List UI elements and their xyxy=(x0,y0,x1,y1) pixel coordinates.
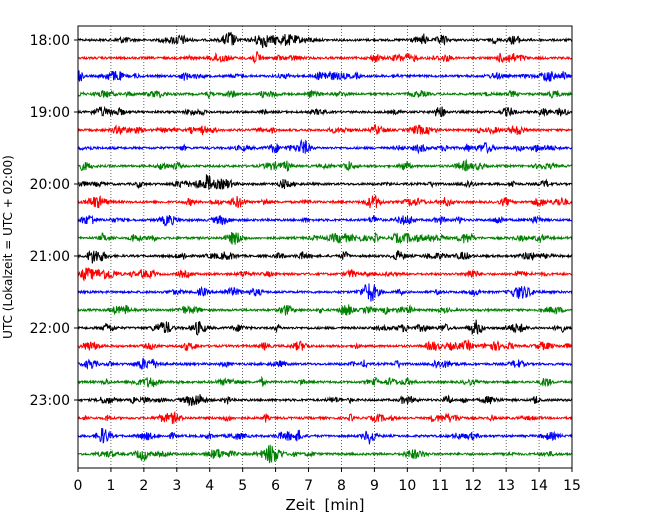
seismogram-trace xyxy=(77,266,573,282)
y-tick-label: 19:00 xyxy=(30,105,70,121)
seismogram-trace xyxy=(77,304,573,316)
x-tick-label: 3 xyxy=(172,478,181,494)
seismogram-trace xyxy=(77,427,573,445)
seismogram-trace xyxy=(77,214,573,227)
vertical-grid xyxy=(110,26,540,468)
y-tick-label: 18:00 xyxy=(30,33,70,49)
seismogram-trace xyxy=(77,123,573,136)
seismogram-trace xyxy=(77,338,573,351)
x-tick-label: 9 xyxy=(370,478,379,494)
plot-frame xyxy=(77,25,573,469)
x-axis-label: Zeit [min] xyxy=(285,496,364,514)
x-tick-label: 10 xyxy=(398,478,416,494)
x-tick-label: 0 xyxy=(74,478,83,494)
x-tick-label: 12 xyxy=(464,478,482,494)
seismogram-trace xyxy=(77,319,573,336)
seismogram-trace xyxy=(77,158,573,172)
x-tick-label: 7 xyxy=(304,478,313,494)
seismogram-trace xyxy=(77,250,573,264)
y-tick-label: 22:00 xyxy=(30,321,70,337)
x-tick-label: 1 xyxy=(106,478,115,494)
seismogram-trace xyxy=(77,194,573,209)
x-tick-label: 14 xyxy=(530,478,548,494)
seismogram-trace xyxy=(77,31,573,49)
x-tick-label: 13 xyxy=(497,478,515,494)
x-tick-label: 6 xyxy=(271,478,280,494)
seismogram-trace xyxy=(77,138,573,155)
x-tick-label: 8 xyxy=(337,478,346,494)
seismogram-trace xyxy=(77,375,573,388)
y-axis: 18:00 19:00 20:00 21:00 22:00 23:00 xyxy=(30,33,78,409)
x-tick-label: 4 xyxy=(205,478,214,494)
y-tick-label: 21:00 xyxy=(30,249,70,265)
seismogram-trace xyxy=(77,394,573,407)
seismogram-trace xyxy=(77,105,573,118)
seismogram-trace xyxy=(77,51,573,65)
x-tick-label: 2 xyxy=(139,478,148,494)
x-axis: 0 1 2 3 4 5 6 7 8 9 10 11 12 13 14 15 xyxy=(74,468,581,494)
seismogram-trace xyxy=(77,89,573,100)
seismogram-trace xyxy=(77,70,573,82)
seismogram-trace xyxy=(77,231,573,245)
trace-group xyxy=(77,31,573,464)
seismogram-trace xyxy=(77,410,573,424)
x-tick-label: 5 xyxy=(238,478,247,494)
seismogram-trace xyxy=(77,444,573,464)
seismogram-trace xyxy=(77,283,573,302)
seismogram-trace xyxy=(77,174,573,190)
y-tick-label: 20:00 xyxy=(30,177,70,193)
x-tick-label: 11 xyxy=(431,478,449,494)
y-axis-label: UTC (Lokalzeit = UTC + 02:00) xyxy=(1,155,15,339)
y-tick-label: 23:00 xyxy=(30,393,70,409)
x-tick-label: 15 xyxy=(563,478,581,494)
seismogram-trace xyxy=(77,357,573,370)
